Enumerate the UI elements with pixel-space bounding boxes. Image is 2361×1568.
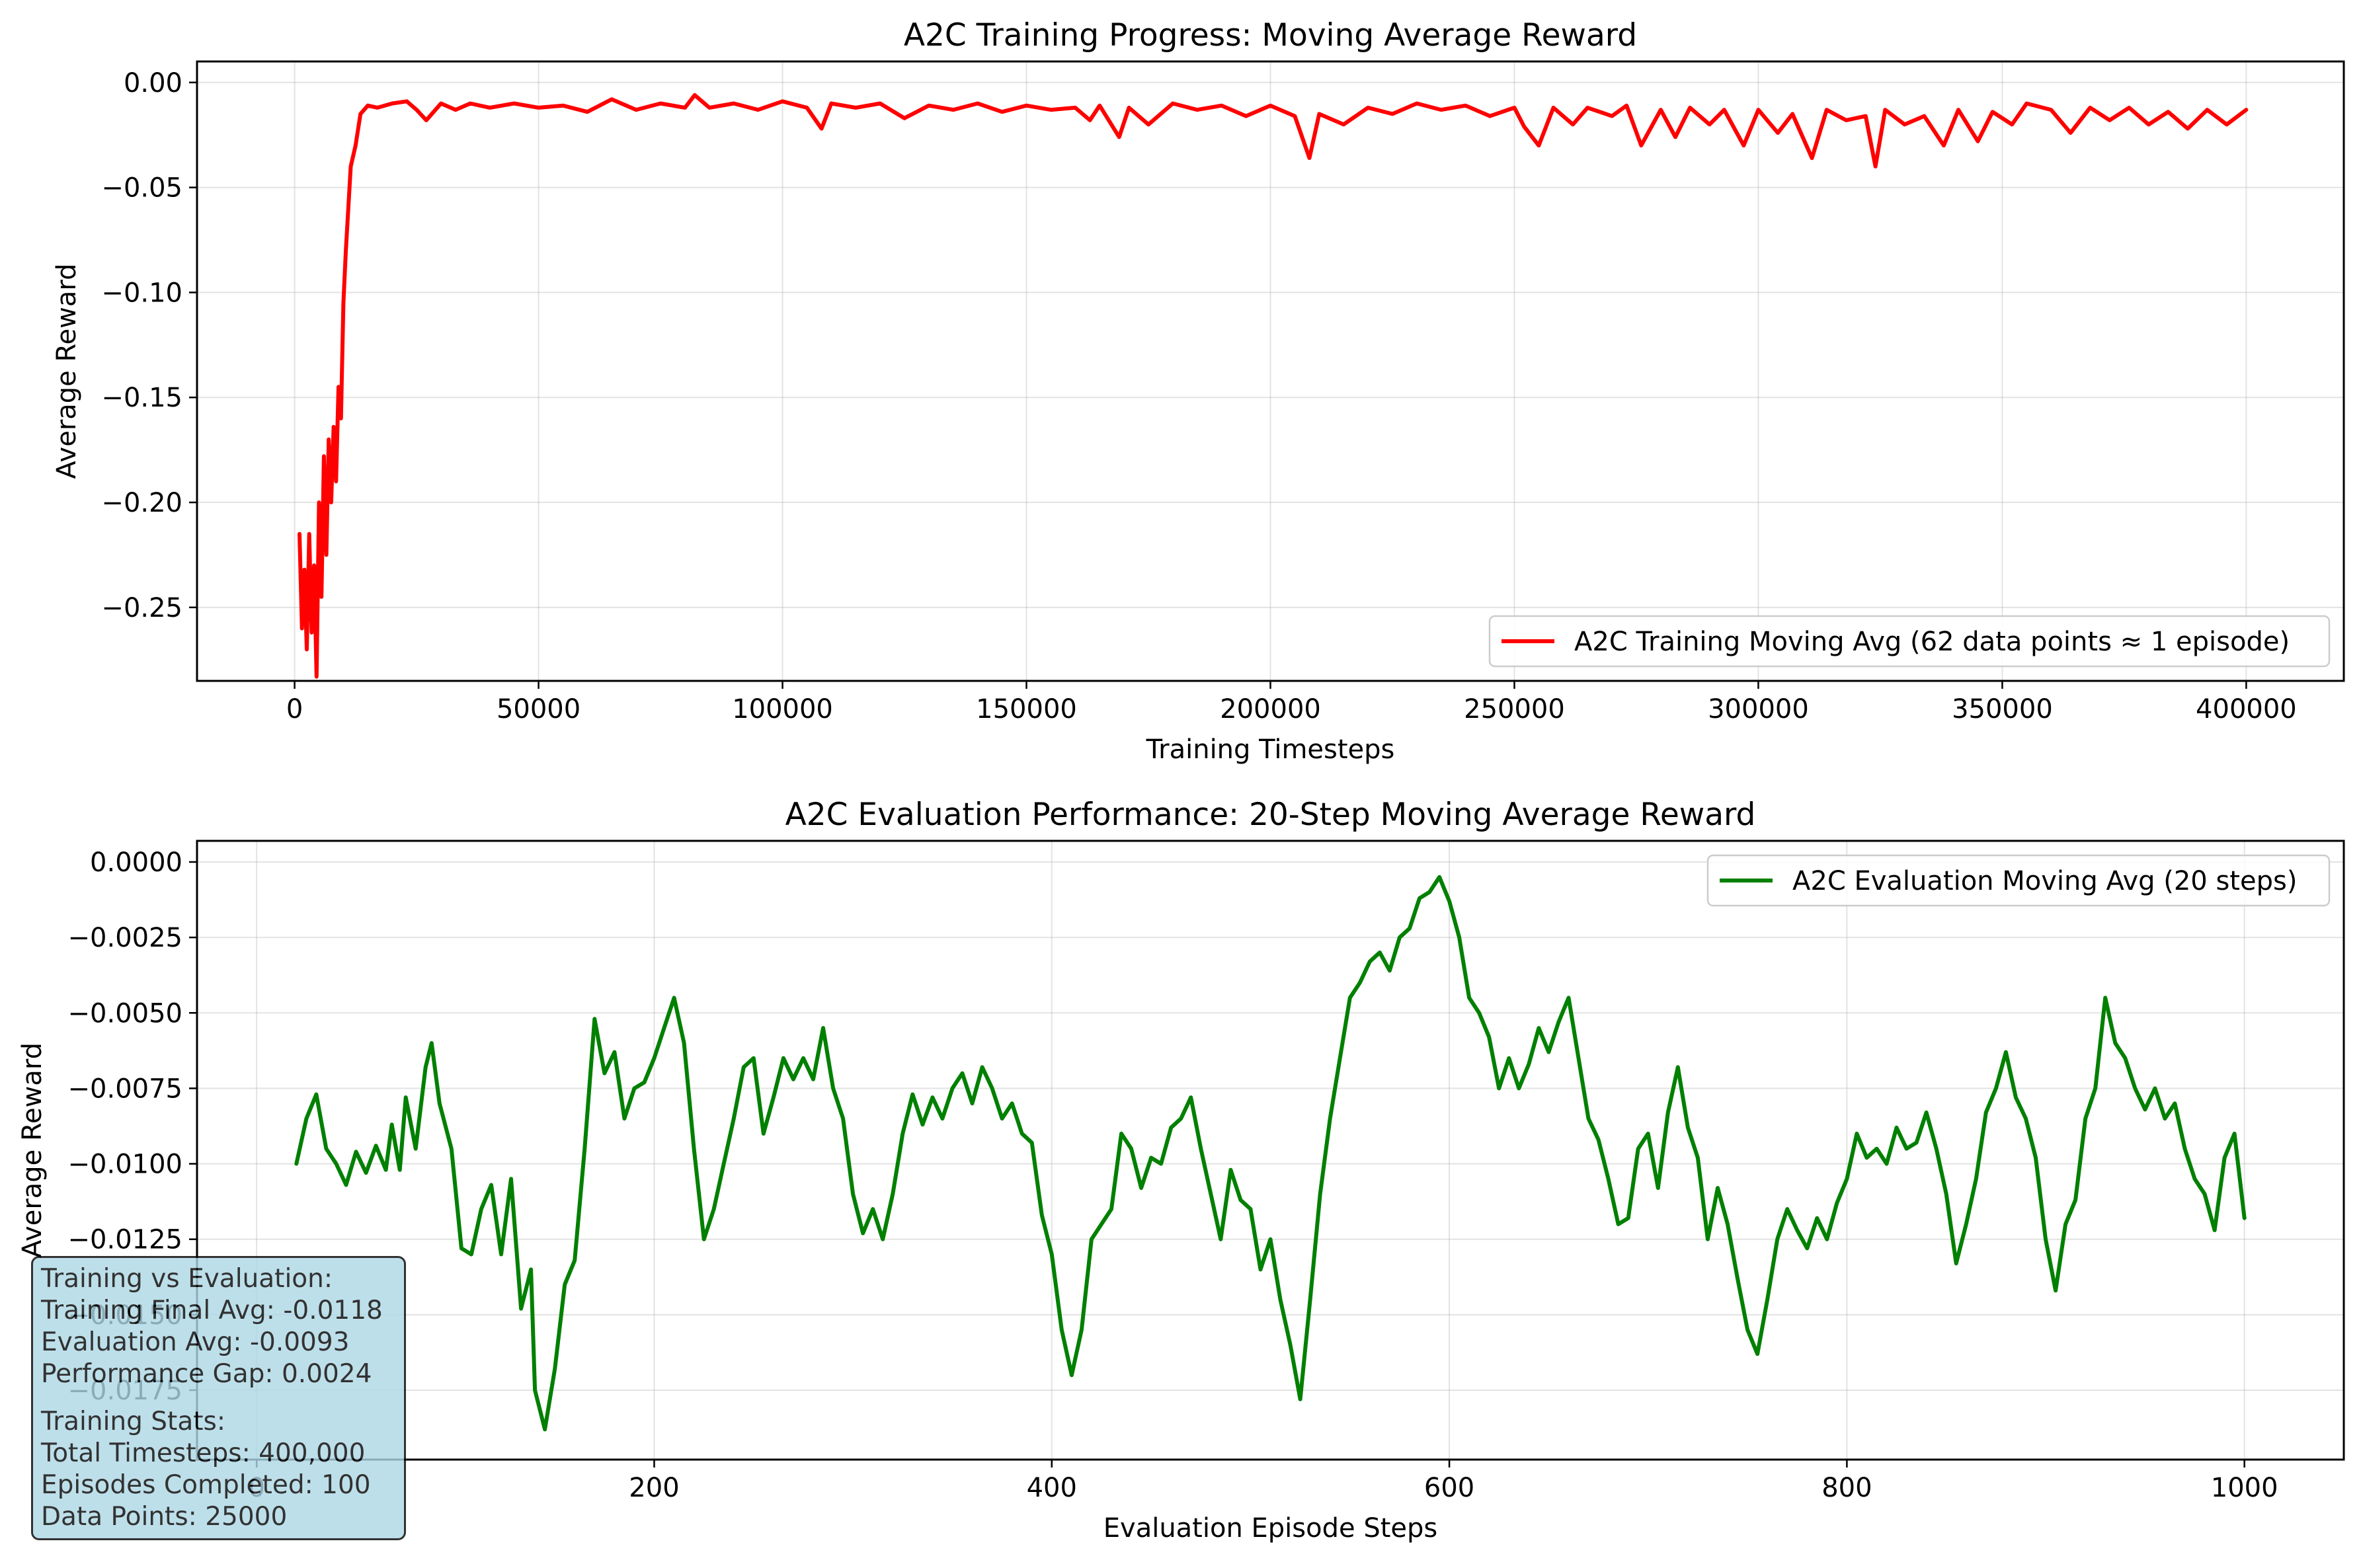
evaluation-plot: 020040060080010000.0000−0.0025−0.0050−0.… [17,797,2345,1544]
y-tick-label: −0.20 [101,488,182,518]
y-tick-label: 0.0000 [90,847,182,878]
chart-title: A2C Training Progress: Moving Average Re… [904,17,1637,54]
x-tick-label: 250000 [1464,694,1565,725]
y-tick-label: −0.05 [101,173,182,204]
x-tick-label: 200 [629,1473,679,1503]
y-tick-label: −0.25 [101,593,182,623]
stats-data-points: Data Points: 25000 [41,1502,288,1532]
stats-heading-comparison: Training vs Evaluation: [41,1264,333,1294]
legend-label: A2C Evaluation Moving Avg (20 steps) [1792,866,2297,896]
y-tick-label: −0.0075 [68,1074,182,1104]
stats-training-final-avg: Training Final Avg: -0.0118 [41,1296,383,1325]
stats-annotation-box: Training vs Evaluation: Training Final A… [31,1256,406,1540]
x-tick-label: 50000 [497,694,580,725]
y-axis-label: Average Reward [52,264,82,479]
y-tick-label: 0.00 [124,68,182,98]
y-tick-label: −0.15 [101,383,182,413]
x-tick-label: 400 [1027,1473,1077,1503]
stats-episodes-completed: Episodes Completed: 100 [41,1470,371,1500]
y-tick-label: −0.0050 [68,998,182,1029]
x-axis-label: Evaluation Episode Steps [1103,1513,1438,1544]
legend: A2C Evaluation Moving Avg (20 steps) [1706,854,2331,907]
stats-evaluation-avg: Evaluation Avg: -0.0093 [41,1327,350,1357]
y-tick-label: −0.10 [101,278,182,308]
stats-heading-training: Training Stats: [41,1407,225,1436]
training-plot: 0 50000 100000 150000 200000 250000 300000 3500… [52,17,2345,765]
x-axis-label: Training Timesteps [1146,734,1395,765]
x-tick-label: 800 [1821,1473,1872,1503]
x-tick-label: 300000 [1708,694,1809,725]
x-tick-label: 100000 [732,694,833,725]
stats-performance-gap: Performance Gap: 0.0024 [41,1359,372,1389]
x-tick-label: 600 [1424,1473,1474,1503]
y-tick-label: −0.0025 [68,923,182,953]
axes-frame [196,840,2345,1461]
x-tick-label: 0 [286,694,303,725]
x-tick-label: 200000 [1220,694,1321,725]
y-tick-label: −0.0125 [68,1225,182,1255]
legend-box [1706,854,2331,907]
y-axis-label: Average Reward [17,1042,48,1258]
x-tick-label: 1000 [2211,1473,2278,1503]
legend-label: A2C Training Moving Avg (62 data points … [1574,627,2290,657]
legend-box [1488,615,2331,668]
stats-total-timesteps: Total Timesteps: 400,000 [41,1438,366,1468]
legend: A2C Training Moving Avg (62 data points … [1488,615,2331,668]
y-tick-label: −0.0100 [68,1150,182,1180]
series-line [298,93,2249,679]
x-tick-label: 400000 [2196,694,2297,725]
x-tick-label: 350000 [1952,694,2053,725]
x-tick-label: 150000 [976,694,1077,725]
series-line [294,875,2247,1432]
chart-title: A2C Evaluation Performance: 20-Step Movi… [785,797,1756,833]
